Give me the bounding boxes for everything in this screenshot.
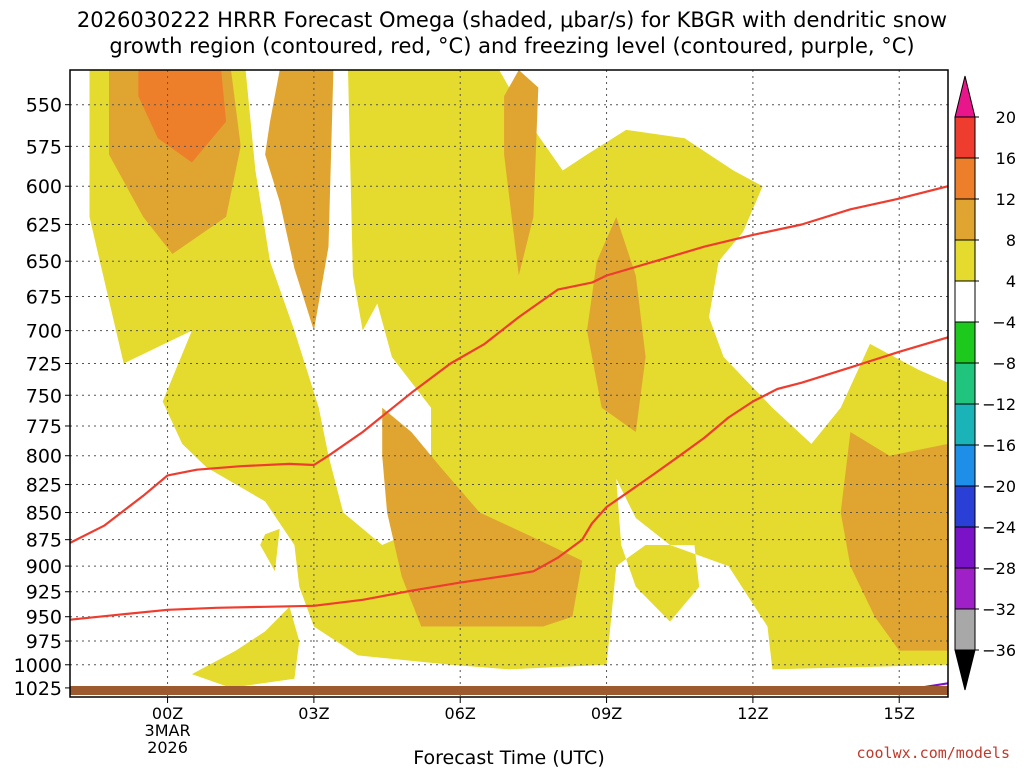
y-tick-label-850: 850: [26, 503, 62, 525]
x-tick-label-15Z: 15Z: [884, 704, 915, 723]
colorbar-arrow-bottom: [954, 649, 976, 691]
colorbar-label-10: −24: [982, 518, 1016, 537]
colorbar-label-13: −36: [982, 641, 1016, 660]
colorbar-label-6: −8: [992, 354, 1016, 373]
y-tick-label-900: 900: [26, 556, 62, 578]
omega-region-4-2: [191, 606, 300, 688]
x-axis-label: Forecast Time (UTC): [413, 747, 604, 768]
colorbar-label-3: 8: [1006, 231, 1016, 250]
grid-lines: [70, 70, 948, 697]
colorbar-label-2: 12: [996, 190, 1016, 209]
y-tick-label-625: 625: [26, 214, 62, 236]
terrain-strip: [70, 686, 948, 695]
y-tick-label-650: 650: [26, 251, 62, 273]
omega-region-8-7: [587, 216, 646, 432]
colorbar-label-5: −4: [992, 313, 1016, 332]
omega-region-4-0: [89, 70, 948, 670]
colorbar-label-12: −32: [982, 600, 1016, 619]
y-tick-label-600: 600: [26, 176, 62, 198]
colorbar-segment-4: [954, 239, 976, 282]
colorbar-segment-2: [954, 157, 976, 200]
omega-region-8-5: [265, 70, 334, 331]
y-tick-label-700: 700: [26, 321, 62, 343]
y-tick-label-550: 550: [26, 95, 62, 117]
x-tick-label-09Z: 09Z: [591, 704, 622, 723]
colorbar-label-11: −28: [982, 559, 1016, 578]
omega-region-4-1: [548, 330, 602, 456]
x-tick-sublabel-date: 3MAR: [145, 721, 191, 740]
chart-title-line-2: growth region (contoured, red, °C) and f…: [109, 34, 915, 58]
y-tick-label-675: 675: [26, 287, 62, 309]
contour-line-1: [70, 336, 948, 621]
x-tick-label-00Z: 00Z: [152, 704, 183, 723]
y-tick-label-575: 575: [26, 136, 62, 158]
omega-region-12-10: [138, 70, 227, 163]
colorbar-arrow-top: [954, 75, 976, 118]
x-tick-label-03Z: 03Z: [298, 704, 329, 723]
colorbar-segment-13: [954, 608, 976, 651]
y-tick-label-950: 950: [26, 607, 62, 629]
y-tick-label-875: 875: [26, 530, 62, 552]
colorbar-segment-12: [954, 567, 976, 610]
y-tick-label-1025: 1025: [14, 678, 62, 700]
colorbar-segment-6: [954, 321, 976, 364]
y-tick-label-800: 800: [26, 446, 62, 468]
colorbar-label-4: 4: [1006, 272, 1016, 291]
colorbar-label-7: −12: [982, 395, 1016, 414]
colorbar-label-8: −16: [982, 436, 1016, 455]
colorbar-segment-11: [954, 526, 976, 569]
colorbar-label-0: 20: [996, 108, 1016, 127]
x-tick-label-12Z: 12Z: [737, 704, 768, 723]
y-tick-label-925: 925: [26, 582, 62, 604]
omega-shaded-regions: [89, 70, 948, 688]
y-tick-label-1000: 1000: [14, 655, 62, 677]
colorbar: 20 16 12 8 4 −4 −8 −12 −16 −20 −24 −28 −32 −36: [954, 75, 1016, 691]
source-credit: coolwx.com/models: [856, 744, 1010, 762]
y-tick-label-750: 750: [26, 385, 62, 407]
y-tick-label-725: 725: [26, 354, 62, 376]
colorbar-segment-3: [954, 198, 976, 241]
x-tick-sublabel-year: 2026: [147, 738, 188, 757]
plot-frame: [69, 69, 949, 698]
colorbar-label-1: 16: [996, 149, 1016, 168]
x-tick-label-06Z: 06Z: [445, 704, 476, 723]
colorbar-segment-10: [954, 485, 976, 528]
colorbar-segment-5: [954, 280, 976, 323]
y-tick-label-975: 975: [26, 631, 62, 653]
y-tick-label-775: 775: [26, 416, 62, 438]
colorbar-segment-9: [954, 444, 976, 487]
omega-region-8-6: [504, 70, 539, 276]
y-axis-ticks: 550 575 600 625 650 675 700 725 750 775 800 825 850 8…: [14, 95, 70, 700]
chart-title-line-1: 2026030222 HRRR Forecast Omega (shaded, …: [76, 8, 948, 32]
colorbar-label-9: −20: [982, 477, 1016, 496]
colorbar-segment-7: [954, 362, 976, 405]
colorbar-segment-1: [954, 116, 976, 159]
contour-line-0: [70, 185, 948, 544]
omega-region-8-9: [840, 432, 948, 651]
colorbar-segment-8: [954, 403, 976, 446]
y-tick-label-825: 825: [26, 475, 62, 497]
